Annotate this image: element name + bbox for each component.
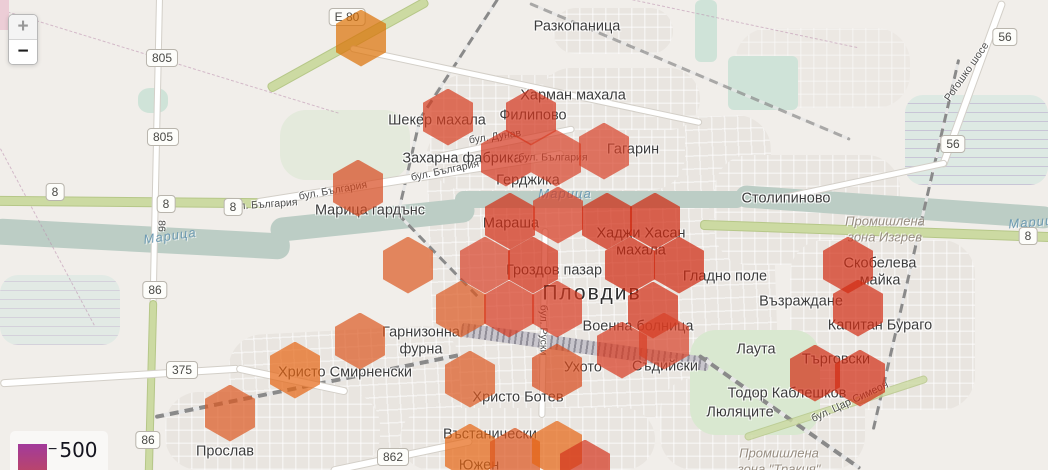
place-label: Лаута — [736, 341, 776, 358]
hex-tile[interactable] — [460, 236, 510, 294]
zoom-in-button[interactable]: + — [9, 15, 37, 40]
hex-tile[interactable] — [205, 384, 255, 442]
hex-tile[interactable] — [333, 159, 383, 217]
road-shield: 8 — [156, 195, 176, 213]
road-shield: 375 — [165, 361, 199, 379]
zoom-control: + − — [8, 14, 38, 65]
road-shield: 805 — [145, 49, 179, 67]
road-shield: 56 — [940, 135, 966, 153]
building — [0, 0, 9, 30]
water-area — [695, 0, 717, 62]
hex-tile[interactable] — [383, 236, 433, 294]
road-shield: 8 — [223, 198, 243, 216]
road-shield: 86 — [135, 431, 161, 449]
marsh-area — [0, 275, 120, 345]
hex-tile[interactable] — [423, 88, 473, 146]
legend-tick: − — [48, 441, 58, 458]
place-label: Гарнизонна фурна — [382, 324, 460, 358]
hex-tile[interactable] — [532, 343, 582, 401]
map-legend: − 500 — [10, 431, 108, 470]
hex-tile[interactable] — [436, 280, 486, 338]
hex-tile[interactable] — [579, 122, 629, 180]
road-shield: 805 — [146, 128, 180, 146]
hex-tile[interactable] — [445, 423, 495, 470]
place-label: Разкопаница — [533, 18, 621, 35]
hex-tile[interactable] — [270, 341, 320, 399]
road-shield: 86 — [142, 281, 168, 299]
marsh-area — [905, 95, 1048, 185]
hex-tile[interactable] — [336, 9, 386, 67]
urban-area — [553, 8, 673, 54]
legend-max-label: 500 — [59, 438, 98, 462]
place-label: Люляците — [706, 404, 774, 421]
zone-label: Промишлена зона Изгрев — [845, 213, 925, 244]
legend-gradient-swatch — [18, 444, 47, 470]
road-shield: 862 — [376, 448, 410, 466]
hex-tile[interactable] — [445, 350, 495, 408]
zone-label: Промишлена зона "Тракия" — [737, 445, 821, 470]
hex-tile[interactable] — [335, 312, 385, 370]
place-label: Столипиново — [741, 190, 831, 207]
hex-tile[interactable] — [533, 186, 583, 244]
road-shield: 8 — [1018, 227, 1038, 245]
hex-tile[interactable] — [790, 344, 840, 402]
place-label: Възраждане — [759, 293, 843, 310]
road-shield: 8 — [45, 183, 65, 201]
hex-tile[interactable] — [835, 349, 885, 407]
zoom-out-button[interactable]: − — [9, 40, 37, 64]
place-label: Прослав — [195, 443, 255, 460]
road-shield: 56 — [992, 28, 1018, 46]
